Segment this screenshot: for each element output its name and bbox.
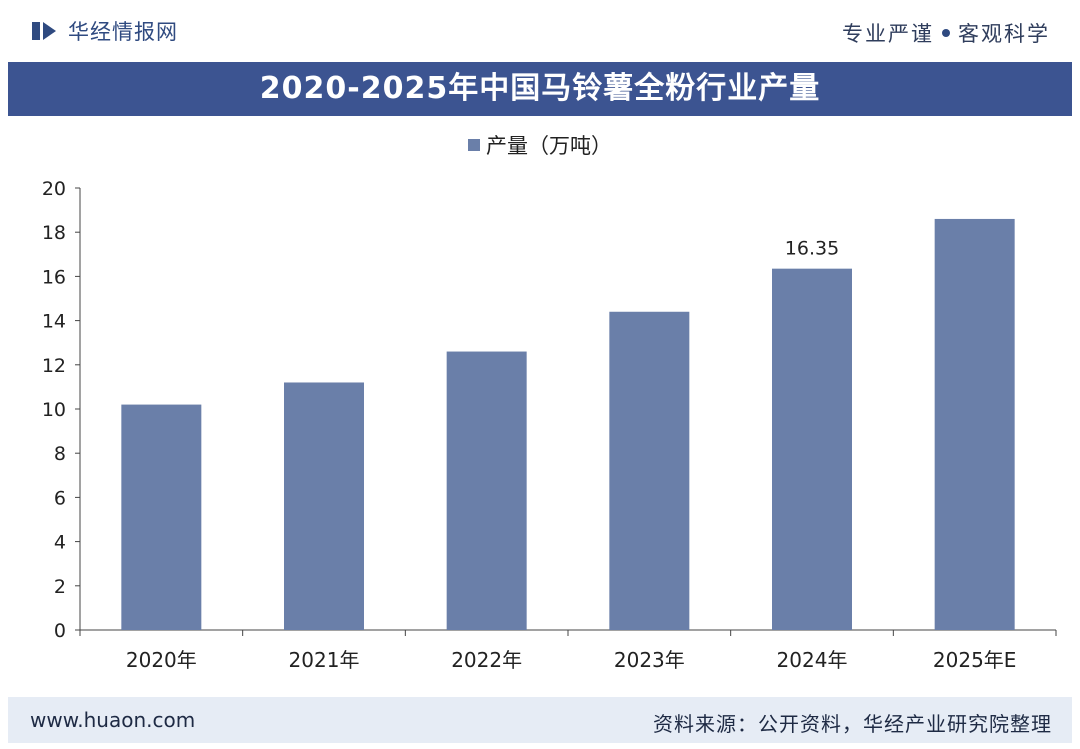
data-label: 16.35 (785, 238, 839, 260)
y-tick-label: 14 (42, 311, 66, 333)
x-tick-label: 2022年 (451, 648, 522, 672)
source-note: 资料来源：公开资料，华经产业研究院整理 (653, 712, 1052, 736)
y-tick-label: 12 (42, 355, 66, 377)
title-bar: 2020-2025年中国马铃薯全粉行业产量 (8, 62, 1072, 116)
y-tick-label: 18 (42, 222, 66, 244)
bar-chart: 0 2 4 6 8 10 12 14 16 18 20 2020年 2021年 2022年 2023年 202… (42, 178, 1057, 672)
legend-swatch (468, 139, 480, 151)
legend-label: 产量（万吨） (486, 134, 612, 158)
brand: 华经情报网 (32, 16, 178, 46)
y-tick-label: 20 (42, 178, 66, 200)
x-tick-label: 2020年 (126, 648, 197, 672)
y-tick-label: 0 (54, 620, 66, 642)
x-tick-label: 2021年 (289, 648, 360, 672)
tagline: 专业严谨 客观科学 (842, 18, 1050, 48)
header-bar: 华经情报网 专业严谨 客观科学 (0, 0, 1080, 62)
x-tick-label: 2024年 (777, 648, 848, 672)
tagline-right: 客观科学 (958, 22, 1050, 46)
bar-2025年E (934, 218, 1015, 630)
y-tick-label: 10 (42, 399, 66, 421)
tagline-left: 专业严谨 (842, 22, 934, 46)
legend: 产量（万吨） (0, 130, 1080, 160)
bar-2020年 (121, 404, 202, 630)
y-tick-label: 4 (54, 532, 66, 554)
bar-2022年 (446, 351, 527, 630)
bar-2021年 (284, 382, 364, 630)
footer-bar: www.huaon.com 资料来源：公开资料，华经产业研究院整理 (8, 697, 1072, 743)
brand-logo-icon (32, 22, 56, 40)
y-tick-label: 2 (54, 576, 66, 598)
chart-title: 2020-2025年中国马铃薯全粉行业产量 (259, 71, 821, 106)
x-tick-label: 2025年E (933, 648, 1017, 672)
x-tick-label: 2023年 (614, 648, 685, 672)
tagline-dot-icon (942, 29, 950, 37)
brand-name: 华经情报网 (68, 20, 178, 44)
y-tick-label: 16 (42, 266, 66, 288)
y-tick-label: 6 (54, 487, 66, 509)
bar-2023年 (609, 311, 690, 630)
bar-2024年 (772, 268, 852, 630)
y-tick-label: 8 (54, 443, 66, 465)
website-link[interactable]: www.huaon.com (30, 708, 196, 732)
